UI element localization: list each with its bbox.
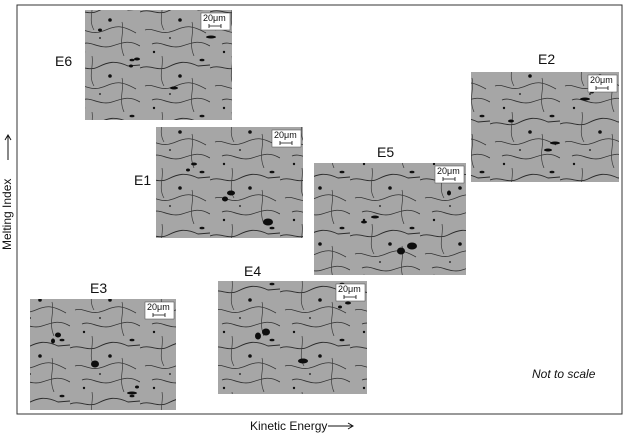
micrograph-panel: E3 20μm [30, 280, 176, 410]
scale-bar-label: 20μm [338, 284, 361, 294]
scale-bar [152, 313, 166, 317]
pore [186, 168, 190, 172]
pore [55, 332, 61, 338]
panels: E6 20μm E1 20μm E5 20μm E2 20μm E3 20μm E4 20μm [30, 10, 619, 410]
scale-bar [279, 141, 293, 145]
scale-bar [442, 177, 456, 181]
scale-bar-box [200, 12, 231, 31]
micrograph-panel: E1 20μm [134, 127, 303, 238]
micrograph-panel: E6 20μm [55, 10, 232, 120]
pore [338, 305, 342, 309]
pore [51, 338, 55, 344]
panel-label: E5 [377, 144, 394, 160]
pore [129, 64, 133, 68]
pore [371, 215, 379, 219]
panel-label: E1 [134, 172, 151, 188]
panel-label: E3 [90, 280, 107, 296]
pore [191, 162, 197, 166]
y-axis-label: Melting Index [0, 179, 14, 250]
panel-label: E2 [538, 51, 555, 67]
pore [550, 141, 560, 145]
pore [262, 328, 270, 336]
pore [544, 148, 552, 152]
pore [447, 190, 451, 196]
micrograph-panel: E2 20μm [471, 51, 619, 182]
pore [134, 57, 140, 61]
scale-bar-box [335, 283, 366, 302]
scale-bar-box [144, 301, 175, 320]
scale-bar-box [271, 129, 302, 148]
x-arrow-head [347, 422, 354, 430]
scale-bar-box [587, 74, 618, 93]
scale-bar [343, 295, 357, 299]
micrograph-panel: E4 20μm [218, 263, 367, 394]
pore [508, 119, 514, 123]
frame [16, 4, 623, 415]
pore [361, 220, 367, 224]
pore [98, 28, 102, 32]
scale-bar-label: 20μm [147, 302, 170, 312]
pore [263, 218, 273, 226]
scale-bar [208, 24, 222, 28]
pore [227, 190, 235, 196]
scale-bar-label: 20μm [437, 166, 460, 176]
scale-bar [595, 86, 609, 90]
pore [91, 360, 99, 368]
scale-bar-label: 20μm [590, 75, 613, 85]
scale-bar-label: 20μm [203, 13, 226, 23]
pore [407, 242, 417, 250]
note: Not to scale [532, 367, 596, 381]
pore [298, 358, 308, 364]
panel-label: E4 [244, 263, 261, 279]
pore [397, 247, 405, 255]
pore [127, 391, 137, 395]
pore [255, 332, 261, 340]
micrograph-panel: E5 20μm [314, 144, 466, 275]
pore [345, 301, 351, 305]
pore [206, 35, 216, 39]
scale-bar-box [434, 165, 465, 184]
pore [135, 385, 139, 389]
pore [222, 196, 228, 202]
pore [170, 86, 178, 90]
panel-label: E6 [55, 53, 72, 69]
scale-bar-label: 20μm [274, 130, 297, 140]
pore [580, 97, 590, 101]
x-axis-label: Kinetic Energy [250, 419, 327, 433]
y-arrow-head [4, 134, 12, 141]
